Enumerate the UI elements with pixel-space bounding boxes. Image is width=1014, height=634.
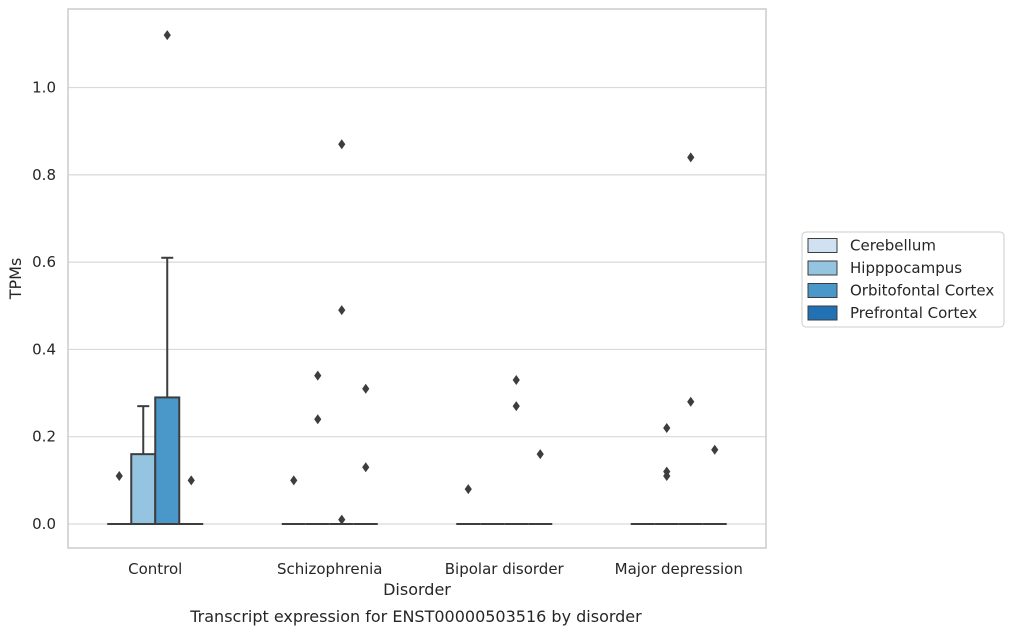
outlier-point [512, 374, 520, 385]
legend-swatch [807, 238, 838, 253]
x-tick-label: Major depression [615, 560, 743, 578]
outlier-point [338, 305, 346, 316]
box-prefrontal-cortex [179, 475, 204, 525]
legend-frame [801, 231, 1005, 328]
outlier-point [464, 484, 472, 495]
y-tick-label: 1.0 [32, 79, 56, 97]
outlier-point [687, 152, 695, 163]
chart-caption: Transcript expression for ENST0000050351… [189, 607, 642, 626]
legend-swatch [807, 305, 838, 321]
y-axis-ticks: 0.0 0.2 0.4 0.6 0.8 1.0 [32, 79, 56, 533]
outlier-point [687, 396, 695, 407]
box-orbitofontal-cortex [504, 374, 529, 525]
outlier-point [362, 462, 370, 473]
box-orbitofontal-cortex [154, 30, 181, 525]
y-axis-label: TPMs [6, 258, 25, 301]
box-cerebellum [456, 484, 481, 525]
box-cerebellum [281, 475, 306, 525]
outlier-point [663, 422, 671, 433]
y-tick-label: 0.2 [32, 428, 56, 446]
y-tick-label: 0.4 [32, 340, 56, 358]
x-tick-label: Schizophrenia [277, 560, 382, 578]
box-prefrontal-cortex [528, 449, 553, 525]
plot-frame [67, 8, 767, 549]
outlier-point [362, 383, 370, 394]
legend-label: Orbitofontal Cortex [850, 282, 994, 300]
legend-label: Hipppocampus [850, 259, 962, 277]
outlier-point [338, 514, 346, 525]
outlier-point [512, 401, 520, 412]
x-tick-label: Bipolar disorder [445, 560, 565, 578]
outlier-point [663, 470, 671, 481]
legend-swatch [807, 283, 838, 298]
y-tick-label: 0.8 [32, 166, 56, 184]
y-tick-label: 0.0 [32, 515, 56, 533]
y-tick-label: 0.6 [32, 253, 56, 271]
box-orbitofontal-cortex [329, 139, 354, 525]
legend-label: Cerebellum [850, 237, 936, 255]
outlier-point [187, 475, 195, 486]
outlier-point [314, 414, 322, 425]
outlier-point [290, 475, 298, 486]
outlier-point [163, 30, 171, 41]
plot-area [107, 30, 727, 525]
legend: Cerebellum Hipppocampus Orbitofontal Corte… [801, 231, 1005, 328]
outlier-point [338, 139, 346, 150]
outlier-point [711, 444, 719, 455]
outlier-point [115, 470, 123, 481]
box-prefrontal-cortex [702, 444, 727, 525]
x-tick-label: Control [128, 560, 182, 578]
x-axis-ticks: Control Schizophrenia Bipolar disorder Majo… [128, 560, 743, 578]
legend-item: Hipppocampus [807, 259, 962, 277]
legend-item: Cerebellum [807, 237, 936, 255]
x-axis-label: Disorder [383, 580, 451, 599]
box-orbitofontal-cortex [678, 152, 703, 525]
outlier-point [314, 370, 322, 381]
box-body [154, 396, 181, 525]
box-prefrontal-cortex [353, 383, 378, 525]
box-body [130, 453, 157, 525]
box-hipppocampus [305, 370, 330, 525]
box-hipppocampus [654, 422, 679, 525]
box-hipppocampus [130, 405, 157, 525]
legend-swatch [807, 260, 838, 276]
legend-label: Prefrontal Cortex [850, 304, 977, 322]
legend-item: Orbitofontal Cortex [807, 282, 994, 300]
box-cerebellum [107, 470, 132, 525]
outlier-point [536, 449, 544, 460]
legend-item: Prefrontal Cortex [807, 304, 977, 322]
